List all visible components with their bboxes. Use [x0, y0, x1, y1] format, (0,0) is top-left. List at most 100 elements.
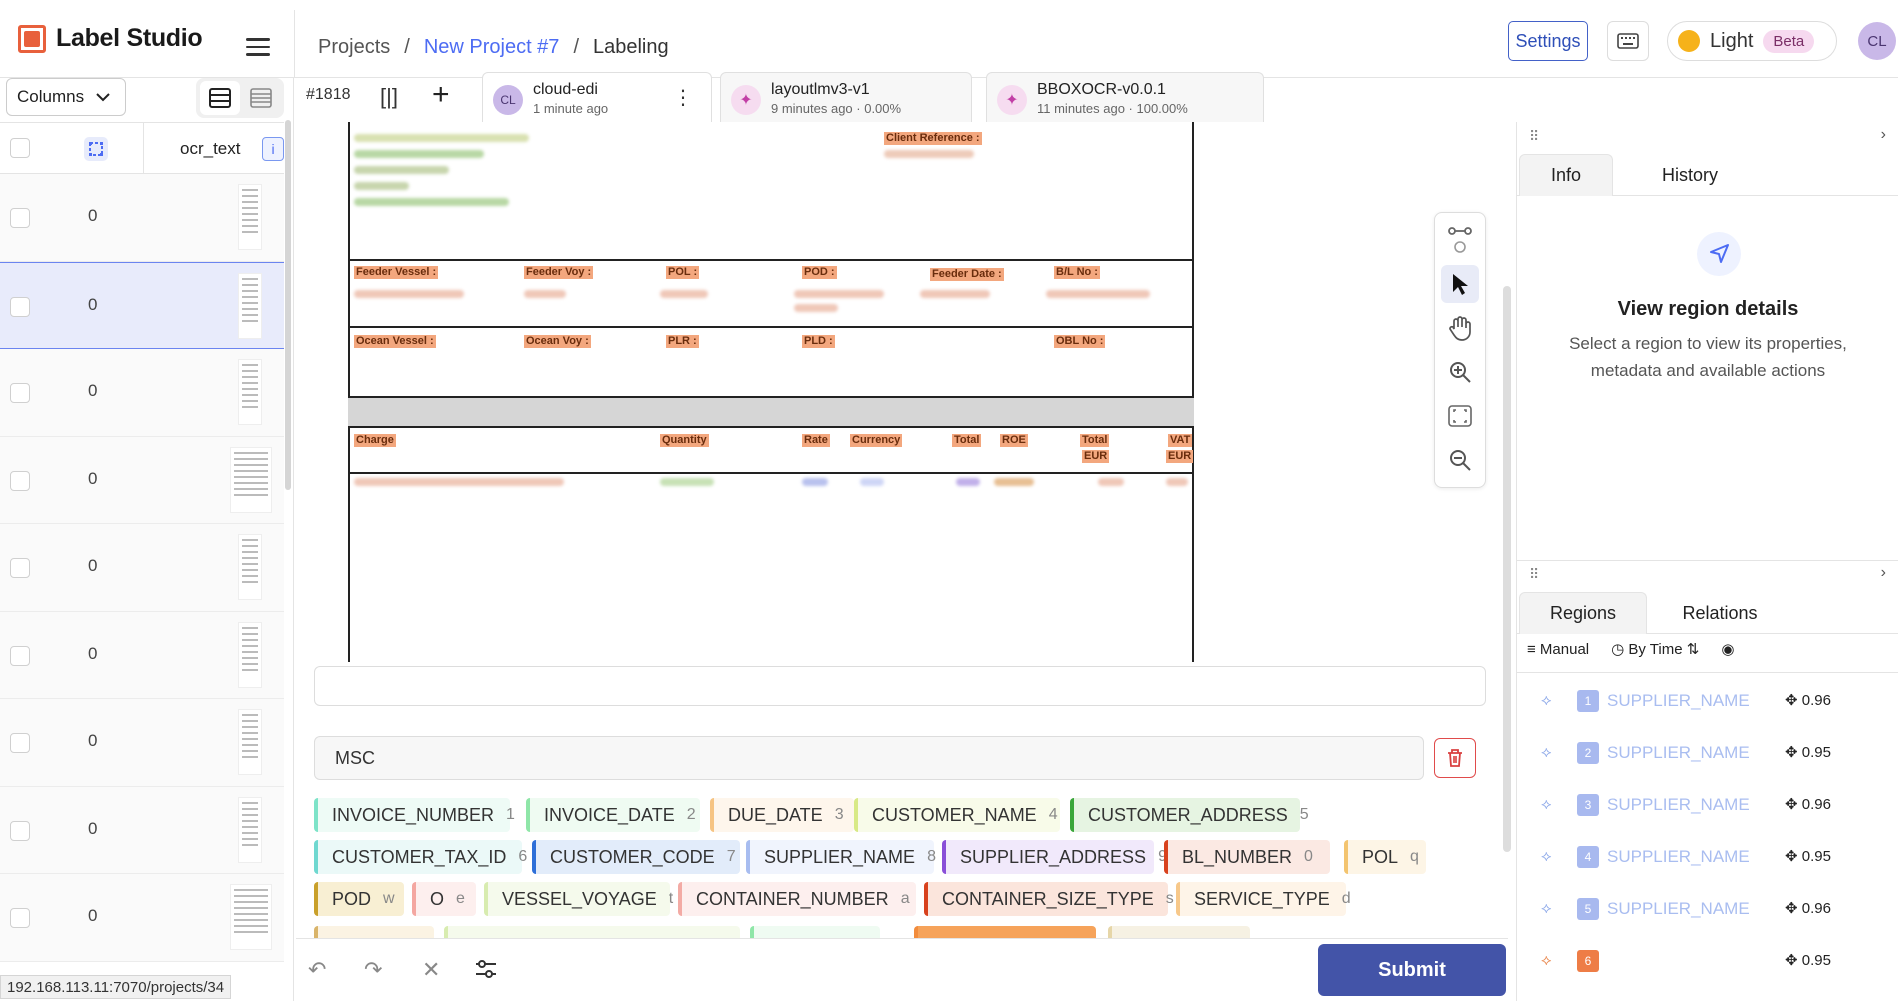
list-view-button[interactable]	[199, 81, 240, 115]
label-chip[interactable]: VESSEL_VOYAGE t	[484, 882, 673, 916]
label-chip[interactable]: SUPPLIER_NAME 8	[746, 840, 936, 874]
info-badge[interactable]: i	[262, 137, 284, 161]
row-checkbox[interactable]	[10, 645, 30, 666]
doc-label-quantity[interactable]: Quantity	[660, 434, 709, 447]
annotations-column-icon[interactable]	[84, 137, 108, 161]
manual-sort-button[interactable]: ≡ Manual	[1527, 640, 1590, 658]
tab-relations[interactable]: Relations	[1682, 602, 1758, 623]
label-chip[interactable]: CUSTOMER_TAX_ID 6	[314, 840, 527, 874]
label-chip[interactable]: INVOICE_NUMBER 1	[314, 798, 515, 832]
label-chip[interactable]	[444, 926, 740, 940]
task-row[interactable]: 0	[0, 524, 284, 612]
row-checkbox[interactable]	[10, 296, 30, 317]
region-item[interactable]: ⟡ 4 SUPPLIER_NAME ✥ 0.95	[1529, 838, 1889, 878]
doc-label-pld[interactable]: PLD :	[802, 335, 835, 348]
label-chip[interactable]: POL q	[1344, 840, 1426, 874]
label-chip[interactable]: DUE_DATE 3	[710, 798, 854, 832]
label-chip[interactable]: CUSTOMER_NAME 4	[854, 798, 1060, 832]
doc-label-feeder-vessel[interactable]: Feeder Vessel :	[354, 266, 439, 279]
doc-label-total-eur[interactable]: Total	[1080, 434, 1110, 447]
doc-label-pol[interactable]: POL :	[666, 266, 700, 279]
theme-toggle[interactable]: Light Beta	[1667, 21, 1837, 61]
doc-label-vat-eur[interactable]: VAT	[1168, 434, 1193, 447]
ocr-text-column-header[interactable]: ocr_text	[180, 139, 241, 158]
fit-to-screen-icon[interactable]	[1441, 397, 1479, 435]
zoom-out-icon[interactable]	[1441, 441, 1479, 479]
text-input[interactable]	[314, 666, 1486, 706]
breadcrumb-project[interactable]: New Project #7	[423, 36, 560, 58]
split-view-icon[interactable]: [|]	[380, 84, 398, 109]
delete-text-button[interactable]	[1434, 738, 1476, 778]
more-options-icon[interactable]: ⋮	[673, 87, 693, 109]
doc-label-feeder-voy[interactable]: Feeder Voy :	[524, 266, 594, 279]
doc-label-vat-eur-2[interactable]: EUR	[1166, 450, 1194, 463]
task-row[interactable]: 0	[0, 436, 284, 524]
close-icon[interactable]: ✕	[422, 957, 441, 982]
task-row[interactable]: 0	[0, 874, 284, 962]
chevron-right-icon[interactable]: ›	[1880, 126, 1886, 143]
region-item[interactable]: ⟡ 5 SUPPLIER_NAME ✥ 0.96	[1529, 890, 1889, 930]
region-item[interactable]: ⟡ 6 ✥ 0.95	[1529, 942, 1889, 982]
label-chip[interactable]	[1108, 926, 1250, 940]
task-row[interactable]: 0	[0, 174, 284, 262]
chevron-right-icon[interactable]: ›	[1880, 564, 1886, 581]
label-chip[interactable]: INVOICE_DATE 2	[526, 798, 700, 832]
doc-label-currency[interactable]: Currency	[850, 434, 903, 447]
annotation-tab[interactable]: CL cloud-edi 1 minute ago ⋮	[482, 72, 712, 122]
doc-label-total-eur-2[interactable]: EUR	[1082, 450, 1110, 463]
hamburger-menu-icon[interactable]	[246, 38, 270, 56]
label-chip[interactable]: SERVICE_TYPE d	[1176, 882, 1351, 916]
row-checkbox[interactable]	[10, 208, 30, 228]
undo-icon[interactable]: ↶	[308, 957, 327, 982]
pointer-tool-icon[interactable]	[1441, 265, 1479, 303]
text-area-value[interactable]: MSC	[314, 736, 1424, 780]
task-row[interactable]: 0	[0, 261, 284, 349]
doc-label-ocean-vessel[interactable]: Ocean Vessel :	[354, 335, 436, 348]
doc-label-plr[interactable]: PLR :	[666, 335, 699, 348]
row-checkbox[interactable]	[10, 558, 30, 578]
hand-pan-icon[interactable]	[1441, 309, 1479, 347]
row-checkbox[interactable]	[10, 733, 30, 753]
annotation-tab[interactable]: ✦ layoutlmv3-v1 9 minutes ago · 0.00%	[720, 72, 972, 122]
label-chip[interactable]: CUSTOMER_ADDRESS 5	[1070, 798, 1309, 832]
row-checkbox[interactable]	[10, 383, 30, 403]
task-row[interactable]: 0	[0, 611, 284, 699]
row-checkbox[interactable]	[10, 820, 30, 841]
tab-regions[interactable]: Regions	[1519, 592, 1647, 634]
breadcrumb-projects[interactable]: Projects	[318, 36, 391, 58]
doc-label-feeder-date[interactable]: Feeder Date :	[930, 268, 1004, 281]
keyboard-shortcuts-button[interactable]	[1607, 21, 1649, 61]
grid-view-button[interactable]	[241, 81, 281, 115]
row-checkbox[interactable]	[10, 908, 30, 928]
settings-button[interactable]: Settings	[1508, 21, 1588, 61]
doc-label-client-reference[interactable]: Client Reference :	[884, 132, 982, 145]
add-annotation-icon[interactable]: +	[432, 78, 450, 111]
logo[interactable]: Label Studio	[18, 24, 203, 53]
task-row[interactable]: 0	[0, 349, 284, 437]
zoom-in-icon[interactable]	[1441, 353, 1479, 391]
doc-label-pod[interactable]: POD :	[802, 266, 837, 279]
by-time-sort-button[interactable]: ◷ By Time ⇅	[1611, 641, 1700, 658]
label-chip[interactable]: SUPPLIER_ADDRESS 9	[942, 840, 1167, 874]
doc-label-charge[interactable]: Charge	[354, 434, 396, 447]
label-chip[interactable]: BL_NUMBER 0	[1164, 840, 1330, 874]
label-chip[interactable]	[750, 926, 880, 940]
select-all-checkbox[interactable]	[10, 138, 30, 158]
tab-info[interactable]: Info	[1519, 154, 1613, 196]
redo-icon[interactable]: ↷	[364, 957, 383, 982]
submit-button[interactable]: Submit	[1318, 944, 1506, 996]
canvas-scrollbar[interactable]	[1503, 286, 1511, 852]
region-item[interactable]: ⟡ 1 SUPPLIER_NAME ✥ 0.96	[1529, 682, 1889, 722]
columns-dropdown[interactable]: Columns	[6, 78, 126, 116]
label-chip[interactable]: CUSTOMER_CODE 7	[532, 840, 740, 874]
tab-history[interactable]: History	[1661, 164, 1718, 185]
sliders-icon[interactable]	[474, 957, 498, 987]
doc-label-total[interactable]: Total	[952, 434, 982, 447]
task-row[interactable]: 0	[0, 786, 284, 874]
drag-handle-icon[interactable]: ⠿	[1529, 128, 1539, 144]
label-chip[interactable]	[914, 926, 1096, 940]
region-item[interactable]: ⟡ 2 SUPPLIER_NAME ✥ 0.95	[1529, 734, 1889, 774]
label-chip[interactable]: CONTAINER_SIZE_TYPE s	[924, 882, 1174, 916]
label-chip[interactable]: CONTAINER_NUMBER a	[678, 882, 916, 916]
